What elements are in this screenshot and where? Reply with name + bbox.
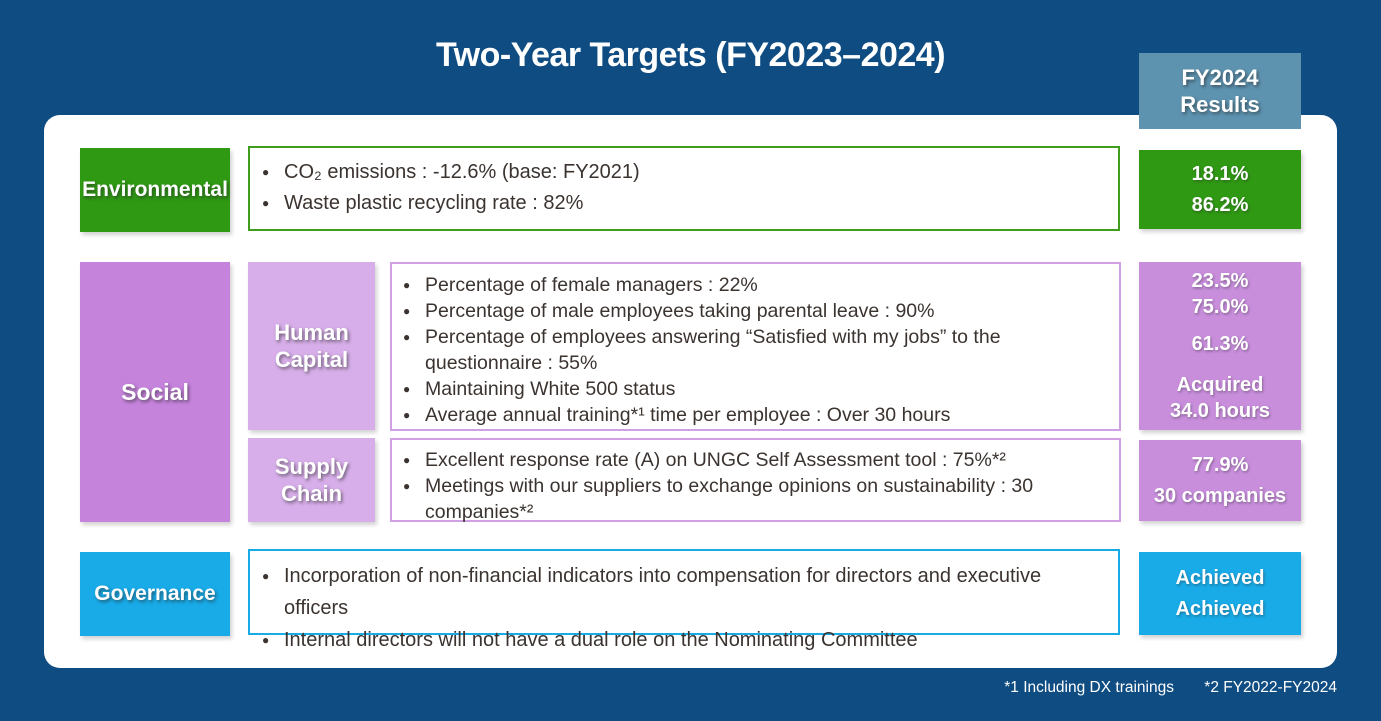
fy2024-results-line2: Results (1180, 92, 1260, 117)
governance-results-box: Achieved Achieved (1139, 552, 1301, 635)
supply-chain-target-item: Meetings with our suppliers to exchange … (403, 473, 1111, 525)
human-capital-target-item: Percentage of female managers : 22% (403, 272, 1111, 298)
human-capital-result-value: Acquired (1176, 374, 1264, 396)
governance-targets-box: Incorporation of non-financial indicator… (248, 549, 1120, 651)
footnote-2: *2 FY2022-FY2024 (1204, 679, 1337, 696)
category-label-environmental: Environmental (80, 148, 230, 232)
supply-chain-targets-box: Excellent response rate (A) on UNGC Self… (390, 438, 1121, 525)
footnotes: *1 Including DX trainings *2 FY2022-FY20… (1004, 679, 1337, 697)
human-capital-result-value: 34.0 hours (1169, 400, 1271, 422)
page-title: Two-Year Targets (FY2023–2024) (435, 36, 946, 74)
human-capital-targets-box: Percentage of female managers : 22%Perce… (390, 262, 1121, 431)
environmental-result-value: 18.1% (1191, 162, 1249, 185)
human-capital-results-box: 23.5% 75.0% 61.3% Acquired 34.0 hours (1139, 262, 1301, 430)
human-capital-result-value: 75.0% (1191, 296, 1249, 318)
human-capital-result-value: 23.5% (1191, 270, 1249, 292)
environmental-result-value: 86.2% (1191, 193, 1249, 216)
supply-chain-result-value: 77.9% (1191, 453, 1249, 476)
governance-result-value: Achieved (1175, 566, 1265, 589)
fy2024-results-header: FY2024 Results (1139, 53, 1301, 129)
subcategory-label-supply-chain: Supply Chain (248, 438, 375, 522)
human-capital-result-value: 61.3% (1191, 333, 1249, 355)
governance-target-item: Internal directors will not have a dual … (262, 624, 1110, 656)
governance-result-value: Achieved (1175, 597, 1265, 620)
fy2024-results-line1: FY2024 (1181, 65, 1259, 90)
human-capital-target-item: Maintaining White 500 status (403, 376, 1111, 402)
subcategory-label-human-capital: Human Capital (248, 262, 375, 430)
environmental-results-box: 18.1% 86.2% (1139, 150, 1301, 229)
human-capital-target-item: Average annual training*¹ time per emplo… (403, 402, 1111, 428)
environmental-target-item: Waste plastic recycling rate : 82% (262, 188, 1110, 219)
footnote-1: *1 Including DX trainings (1004, 679, 1174, 696)
environmental-targets-box: CO₂ emissions : -12.6% (base: FY2021)Was… (248, 146, 1120, 231)
human-capital-target-item: Percentage of male employees taking pare… (403, 298, 1111, 324)
governance-target-item: Incorporation of non-financial indicator… (262, 560, 1110, 624)
category-label-governance: Governance (80, 552, 230, 636)
supply-chain-target-item: Excellent response rate (A) on UNGC Self… (403, 447, 1111, 473)
category-label-social: Social (80, 262, 230, 522)
supply-chain-result-value: 30 companies (1153, 484, 1287, 507)
human-capital-target-item: Percentage of employees answering “Satis… (403, 324, 1111, 376)
supply-chain-results-box: 77.9% 30 companies (1139, 440, 1301, 521)
environmental-target-item: CO₂ emissions : -12.6% (base: FY2021) (262, 157, 1110, 188)
